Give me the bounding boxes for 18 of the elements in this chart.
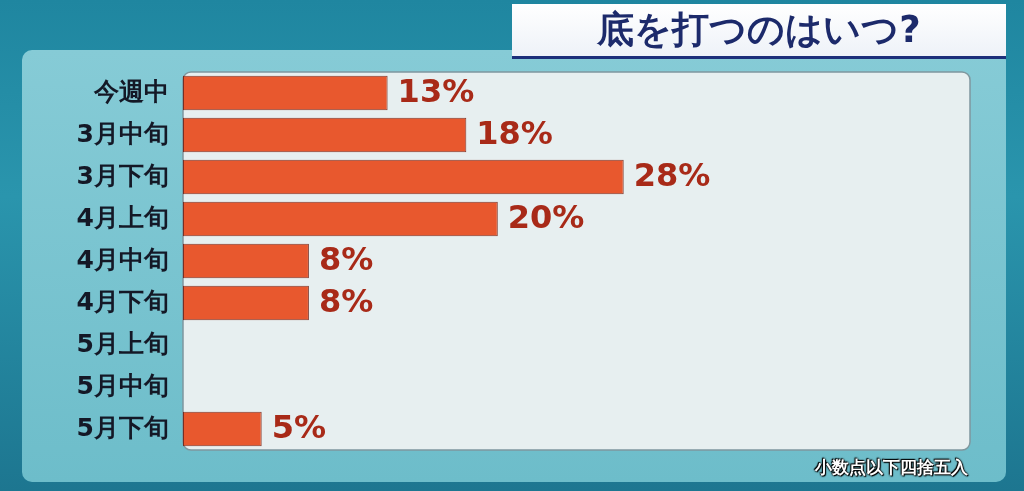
y-tick-label: 5月下旬 xyxy=(76,412,169,442)
y-tick-label: 4月中旬 xyxy=(76,244,169,274)
data-label: 18% xyxy=(476,114,553,153)
data-label: 28% xyxy=(633,156,711,195)
data-label: 8% xyxy=(318,240,374,279)
data-label: 13% xyxy=(397,72,475,111)
data-label: 8% xyxy=(318,282,374,321)
chart-title: 底を打つのはいつ? xyxy=(512,4,1006,59)
text: 小数点以下四捨五入 xyxy=(815,456,968,479)
y-tick-label: 4月上旬 xyxy=(76,202,169,232)
y-tick-label: 5月中旬 xyxy=(76,370,169,400)
y-tick-label: 3月中旬 xyxy=(76,118,169,148)
data-label: 20% xyxy=(507,198,585,237)
y-tick-label: 今週中 xyxy=(93,76,169,106)
data-label: 5% xyxy=(271,408,327,447)
y-tick-label: 4月下旬 xyxy=(76,286,169,316)
y-tick-label: 3月下旬 xyxy=(76,160,169,190)
y-tick-label: 5月上旬 xyxy=(76,328,169,358)
